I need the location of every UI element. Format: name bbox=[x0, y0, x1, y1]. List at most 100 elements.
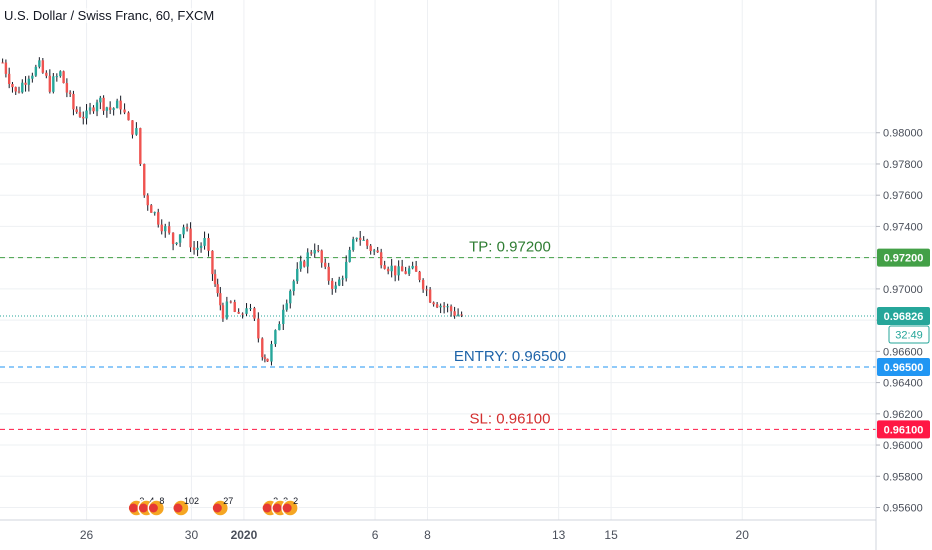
candle-body bbox=[390, 265, 393, 272]
price-tick-label: 0.97600 bbox=[883, 190, 923, 202]
candle-body bbox=[460, 314, 463, 316]
time-tick-label: 13 bbox=[552, 528, 566, 542]
candle-body bbox=[334, 285, 337, 289]
event-markers[interactable]: 34810227232 bbox=[127, 496, 299, 517]
current-price-tag-bg bbox=[877, 307, 930, 326]
candle-body bbox=[171, 232, 175, 245]
candle-body bbox=[453, 311, 456, 316]
candle-body bbox=[435, 304, 439, 308]
candle-body bbox=[68, 92, 72, 94]
candle-body bbox=[95, 102, 99, 112]
candle-body bbox=[189, 228, 192, 248]
candle-body bbox=[439, 305, 442, 308]
candle-body bbox=[407, 268, 411, 274]
candle-body bbox=[14, 87, 17, 92]
candle-body bbox=[211, 250, 214, 275]
candle-body bbox=[102, 97, 105, 111]
tp-label: TP: 0.97200 bbox=[469, 239, 551, 256]
candle-body bbox=[72, 93, 75, 110]
candle-body bbox=[245, 308, 248, 314]
candle-body bbox=[376, 250, 379, 253]
candle-body bbox=[157, 212, 160, 225]
candle-body bbox=[65, 83, 69, 93]
candle-body bbox=[306, 252, 309, 267]
candle-body bbox=[241, 313, 244, 315]
candle-body bbox=[249, 308, 252, 310]
candle-body bbox=[135, 128, 138, 135]
candle-body bbox=[75, 109, 78, 112]
candles bbox=[1, 57, 463, 366]
price-tick-label: 0.96400 bbox=[883, 378, 923, 390]
candle-body bbox=[317, 249, 320, 251]
event-flag-dot bbox=[262, 503, 272, 513]
candle-body bbox=[213, 274, 217, 285]
candle-body bbox=[27, 78, 31, 85]
candle-body bbox=[442, 305, 446, 308]
candle-body bbox=[11, 84, 14, 88]
candle-body bbox=[59, 71, 62, 77]
sl-price-tag-bg bbox=[877, 420, 930, 439]
candle-body bbox=[355, 237, 358, 240]
candle-body bbox=[351, 239, 355, 250]
countdown-bg bbox=[888, 325, 930, 344]
symbol-title[interactable]: U.S. Dollar / Swiss Franc, 60, FXCM bbox=[4, 8, 215, 23]
candle-body bbox=[369, 245, 372, 251]
candle-body bbox=[55, 76, 59, 78]
candle-body bbox=[21, 82, 24, 93]
candle-body bbox=[270, 344, 273, 362]
event-flag-dot bbox=[148, 503, 158, 513]
price-axis[interactable]: 0.95600 0.95800 0.96000 0.96200 0.96400 0.966… bbox=[875, 0, 930, 550]
candle-body bbox=[237, 311, 240, 314]
time-tick-label: 20 bbox=[736, 528, 750, 542]
price-tick-label: 0.96000 bbox=[883, 440, 923, 452]
candle-body bbox=[160, 224, 163, 232]
candle-body bbox=[285, 303, 288, 310]
price-tick-label: 0.96600 bbox=[883, 346, 923, 358]
candle-body bbox=[199, 245, 203, 248]
candle-body bbox=[178, 234, 182, 243]
candle-body bbox=[82, 116, 85, 119]
candle-body bbox=[456, 314, 460, 316]
candle-body bbox=[411, 265, 414, 269]
candle-body bbox=[108, 107, 112, 110]
trade-levels: TP: 0.97200 ENTRY: 0.96500 SL: 0.96100 bbox=[0, 239, 876, 430]
candle-body bbox=[99, 97, 102, 103]
candle-body bbox=[266, 358, 269, 362]
candle-body bbox=[289, 291, 292, 304]
candle-body bbox=[296, 268, 299, 282]
candle-body bbox=[400, 266, 404, 272]
candle-body bbox=[153, 212, 156, 214]
candle-body bbox=[446, 306, 449, 308]
candle-body bbox=[386, 268, 390, 272]
candle-body bbox=[48, 75, 52, 92]
candle-body bbox=[185, 227, 189, 229]
price-tick-label: 0.95800 bbox=[883, 471, 923, 483]
time-axis[interactable]: 26 30 2020 6 8 13 15 20 bbox=[0, 519, 876, 542]
sl-price-tag: 0.96100 bbox=[884, 424, 924, 436]
event-flag-dot bbox=[212, 503, 222, 513]
candle-body bbox=[4, 62, 8, 74]
candle-body bbox=[150, 205, 153, 213]
candle-body bbox=[196, 247, 199, 250]
candle-body bbox=[338, 279, 341, 286]
candle-body bbox=[167, 226, 171, 233]
candle-body bbox=[34, 66, 38, 76]
candle-body bbox=[383, 265, 386, 269]
time-tick-label: 6 bbox=[372, 528, 379, 542]
candle-body bbox=[425, 289, 428, 291]
candle-body bbox=[261, 338, 264, 358]
candle-body bbox=[418, 271, 421, 280]
candle-body bbox=[257, 318, 260, 339]
event-count-label: 2 bbox=[293, 496, 298, 506]
price-tick-label: 0.97800 bbox=[883, 159, 923, 171]
price-tick-label: 0.97000 bbox=[883, 284, 923, 296]
candle-body bbox=[229, 301, 233, 303]
candle-body bbox=[348, 249, 351, 262]
candle-body bbox=[38, 60, 41, 67]
event-flag-dot bbox=[128, 503, 138, 513]
candle-body bbox=[139, 128, 142, 165]
candle-body bbox=[203, 238, 206, 246]
candle-body bbox=[345, 261, 348, 279]
